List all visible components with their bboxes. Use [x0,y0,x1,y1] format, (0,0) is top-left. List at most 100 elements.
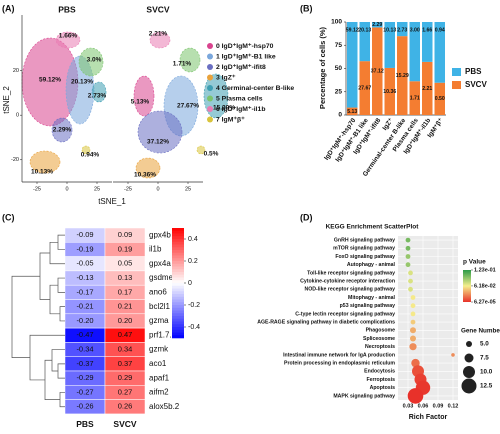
point [410,311,416,317]
colorbar-strip [172,288,184,292]
cluster-percent: 20.13% [71,79,93,86]
cluster-percent: 2.29% [53,127,72,134]
cell-label: 0.20 [118,316,133,325]
legend-label: 7 IgM⁺β⁺ [216,116,245,123]
point [408,270,413,276]
bar-label: 37.12 [371,69,384,75]
colorbar-strip [172,327,184,331]
colorbar-strip [172,244,184,248]
dendrogram-link [39,252,50,300]
colorbar-strip [172,236,184,240]
x-tick-label: 0.03 [403,403,414,409]
legend-marker [207,106,213,112]
bar-label: 20.13 [358,27,371,33]
bar-label: 2.73 [397,27,407,33]
cluster-percent: 27.67% [177,103,199,110]
row-label: gzmk [149,345,169,354]
y-tick-label: Endocytosis [364,369,395,375]
colorbar-strip [172,280,184,284]
panel-label: (B) [300,3,313,13]
colorbar-strip [172,255,184,259]
row-label: alox5b.2 [149,402,180,411]
size-legend-marker [466,341,472,347]
colorbar [463,270,471,302]
legend-label: 3 IgZ⁺ [216,74,236,81]
bar-label: 2.21 [422,86,432,92]
bar-segment [434,82,445,115]
cell-label: -0.05 [76,259,93,268]
y-tick-label: Autophagy - animal [347,262,396,268]
bar-segment [409,81,420,115]
x-tick-label: 0.06 [418,403,429,409]
size-legend-label: 5.0 [480,341,489,348]
cluster-cloud [179,47,201,73]
cluster-cloud [196,145,206,155]
point [405,245,411,251]
y-tick-label: Intestinal immune network for IgA produc… [283,352,395,358]
point [410,319,416,325]
heat-cell [104,399,146,415]
y-tick-label: AGE-RAGE signaling pathway in diabetic c… [257,319,395,325]
dendrogram-link [59,306,65,322]
legend-label: SVCV [465,80,487,89]
legend-swatch [452,81,461,89]
cell-label: 0.34 [118,345,133,354]
colorbar-strip [172,233,184,237]
cell-label: 0.13 [118,273,133,282]
y-axis-label: Percentage of cells (%) [318,26,327,109]
y-tick-label: Toll-like receptor signaling pathway [307,270,395,276]
x-tick-label: 0 [156,186,159,192]
colorbar-label: 0 [188,280,192,287]
y-tick-label: p53 signaling pathway [340,303,395,309]
row-label: gsdmea [149,273,178,282]
cluster-percent: 0.94% [81,152,100,159]
y-tick-label: NOD-like receptor signaling pathway [304,287,395,293]
colorbar-label: 0.2 [188,258,198,265]
colorbar-strip [172,230,184,234]
colorbar-strip [172,335,184,339]
cell-label: -0.29 [76,373,93,382]
y-tick-label: Ferroptosis [366,377,395,383]
row-label: aco1 [149,359,167,368]
cluster-percent: 3.0% [87,57,102,64]
x-tick-label: 25 [185,186,191,192]
colorbar-strip [172,252,184,256]
cell-label: 0.21 [118,302,133,311]
y-tick-label: 25 [335,88,343,95]
x-axis-label: tSNE_1 [98,197,126,206]
colorbar-strip [172,239,184,243]
cell-label: -0.47 [76,330,93,339]
row-label: il1b [149,245,162,254]
y-tick-label: 0 [338,112,342,119]
colorbar-strip [172,272,184,276]
legend-label: 2 IgD⁺IgM⁺-ifit8 [216,64,266,71]
bar-label: 2.29 [372,22,382,28]
legend-marker [207,43,213,49]
legend-label: 4 Germinal-center B-like [216,85,294,92]
y-tick-label: MAPK signaling pathway [333,393,395,399]
cluster-cloud [78,47,104,77]
colorbar-strip [172,307,184,311]
bar-segment [384,22,395,68]
row-label: gpx4a [149,259,171,268]
y-tick-label: Cytokine-cytokine receptor interaction [300,278,395,284]
panel-label: (C) [2,212,15,222]
colorbar-label: -0.4 [188,324,200,331]
colorbar-strip [172,241,184,245]
dendrogram-link [59,392,65,408]
bar-segment [397,36,408,115]
bar-segment [422,22,433,62]
cluster-percent: 1.66% [59,33,78,40]
y-tick-label: 0 [16,113,19,119]
colorbar-strip [172,285,184,289]
cluster-percent: 2.73% [88,93,107,100]
cell-label: -0.21 [76,302,93,311]
y-tick-label: mTOR signaling pathway [333,246,395,252]
cluster-percent: 0.5% [204,151,219,158]
cell-label: 0.09 [118,230,133,239]
y-tick-label: 50 [335,65,343,72]
colorbar-strip [172,269,184,273]
y-tick-label: Apoptosis [370,385,395,391]
cluster-cloud [51,117,73,143]
legend-marker [207,53,213,60]
